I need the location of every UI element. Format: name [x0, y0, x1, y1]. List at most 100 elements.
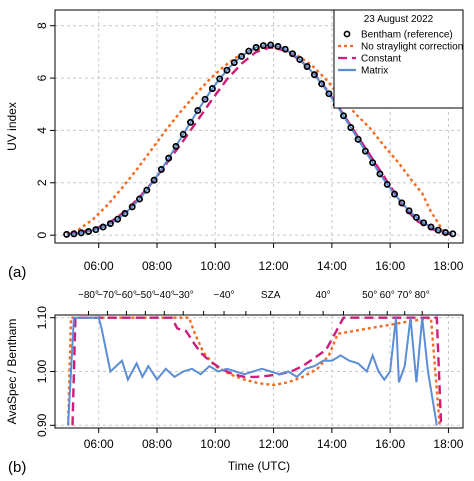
y-tick-label: 0.90 — [35, 413, 49, 437]
bentham-reference-point — [245, 47, 253, 55]
panel-b-series — [66, 316, 443, 426]
panel-b-y-axis-label: AvaSpec / Bentham — [5, 319, 19, 425]
legend-entry-label: No straylight correction — [361, 42, 463, 53]
bentham-reference-point — [442, 229, 449, 236]
panel-b-ratio: 0.90 1.00 1.10 06:00 08:00 10:00 12:00 14:00 16… — [5, 290, 464, 476]
legend-marker — [343, 30, 351, 38]
x-tick-label: 12:00 — [259, 259, 289, 273]
bentham-reference-point — [128, 203, 136, 211]
panel-a-legend: 23 August 2022 Bentham (reference)No stra… — [333, 9, 464, 109]
panel-b-sza-axis: −80°−70°−60°−50°−40°−30° −40° SZA 40° 50° 60°… — [78, 290, 430, 315]
sza-tick-label: 60° — [380, 290, 395, 301]
bentham-reference-point — [92, 226, 100, 234]
bentham-reference-point — [405, 207, 413, 215]
x-tick-label: 06:00 — [84, 259, 114, 273]
y-tick-label: 4 — [35, 127, 49, 134]
no-straylight-correctionline — [66, 45, 452, 235]
bentham-reference-point — [252, 44, 260, 51]
x-tick-label: 10:00 — [200, 259, 230, 273]
sza-tick-label: −50° — [135, 290, 156, 301]
bentham-reference-point — [427, 223, 435, 231]
legend-entry-label: Constant — [361, 54, 401, 65]
bentham-reference-point — [289, 50, 296, 58]
bentham-reference-point — [63, 230, 71, 238]
x-tick-label: 10:00 — [200, 437, 230, 451]
ratio-no-straylight-correction-line — [66, 316, 441, 426]
panel-a-y-axis: 0 2 4 6 8 — [35, 22, 55, 238]
bentham-reference-point — [216, 75, 224, 83]
bentham-reference-point — [354, 135, 362, 143]
y-tick-label: 1.10 — [35, 306, 49, 330]
bentham-reference-point — [136, 195, 143, 203]
bentham-reference-point — [383, 180, 391, 188]
bentham-reference-point — [281, 45, 289, 53]
ratio-matrix-line — [67, 316, 438, 426]
panel-a-label: (a) — [8, 264, 26, 281]
legend-entry-label: Matrix — [361, 66, 388, 77]
panel-b-x-axis-label: Time (UTC) — [228, 459, 290, 473]
y-tick-label: 0 — [35, 231, 49, 238]
panel-a-series — [63, 41, 457, 238]
bentham-reference-point — [106, 220, 114, 228]
x-tick-label: 14:00 — [317, 259, 347, 273]
panel-b-label: (b) — [8, 459, 26, 476]
bentham-reference-point — [99, 223, 107, 231]
bentham-reference-point — [143, 186, 151, 194]
bentham-reference-point — [223, 66, 231, 74]
bentham-reference-point — [369, 159, 377, 167]
bentham-reference-point — [150, 176, 158, 184]
legend-entry-label: Bentham (reference) — [361, 30, 453, 41]
bentham-reference-point — [121, 210, 129, 217]
bentham-reference-point — [376, 170, 384, 178]
bentham-reference-point — [172, 142, 180, 150]
sza-tick-label: −60° — [116, 290, 137, 301]
y-tick-label: 8 — [35, 22, 49, 29]
bentham-reference-point — [296, 56, 304, 63]
bentham-reference-point — [391, 190, 398, 198]
sza-tick-label: −40° — [214, 290, 235, 301]
y-tick-label: 6 — [35, 74, 49, 81]
sza-tick-label: −30° — [173, 290, 194, 301]
bentham-reference-point — [412, 213, 420, 221]
bentham-reference-point — [85, 228, 92, 235]
bentham-reference-point — [201, 95, 209, 103]
bentham-reference-point — [165, 154, 173, 162]
bentham-reference-point — [449, 230, 457, 238]
panel-b-y-axis: 0.90 1.00 1.10 — [35, 306, 55, 437]
sza-tick-label: −80° — [78, 290, 99, 301]
x-tick-label: 18:00 — [433, 259, 463, 273]
x-tick-label: 08:00 — [142, 259, 172, 273]
sza-tick-label: 80° — [415, 290, 430, 301]
sza-tick-label: 40° — [316, 290, 331, 301]
sza-tick-label: SZA — [261, 290, 281, 301]
bentham-reference-point — [340, 112, 347, 120]
y-tick-label: 1.00 — [35, 359, 49, 383]
bentham-reference-point — [398, 199, 406, 207]
bentham-reference-point — [70, 230, 78, 238]
x-tick-label: 08:00 — [142, 437, 172, 451]
sza-tick-label: 70° — [397, 290, 412, 301]
x-tick-label: 18:00 — [433, 437, 463, 451]
bentham-reference-point — [420, 219, 428, 227]
bentham-reference-point — [361, 147, 369, 155]
bentham-reference-point — [187, 118, 194, 126]
sza-tick-label: −40° — [154, 290, 175, 301]
bentham-reference-point — [114, 215, 122, 223]
y-tick-label: 2 — [35, 179, 49, 186]
legend-title: 23 August 2022 — [364, 14, 434, 25]
bentham-reference-point — [303, 63, 311, 70]
x-tick-label: 06:00 — [84, 437, 114, 451]
x-tick-label: 14:00 — [317, 437, 347, 451]
sza-tick-label: −70° — [97, 290, 118, 301]
bentham-reference-point — [238, 52, 245, 60]
bentham-reference-point — [230, 59, 238, 67]
bentham-reference-point — [310, 71, 318, 79]
bentham-reference-point — [325, 90, 333, 98]
panel-b-x-axis: 06:00 08:00 10:00 12:00 14:00 16:00 18:00 — [84, 428, 464, 451]
bentham-reference-point — [434, 226, 442, 234]
panel-a-plot-frame — [54, 9, 464, 244]
bentham-reference-point — [208, 85, 216, 92]
bentham-reference-point — [179, 130, 187, 138]
x-tick-label: 16:00 — [375, 437, 405, 451]
